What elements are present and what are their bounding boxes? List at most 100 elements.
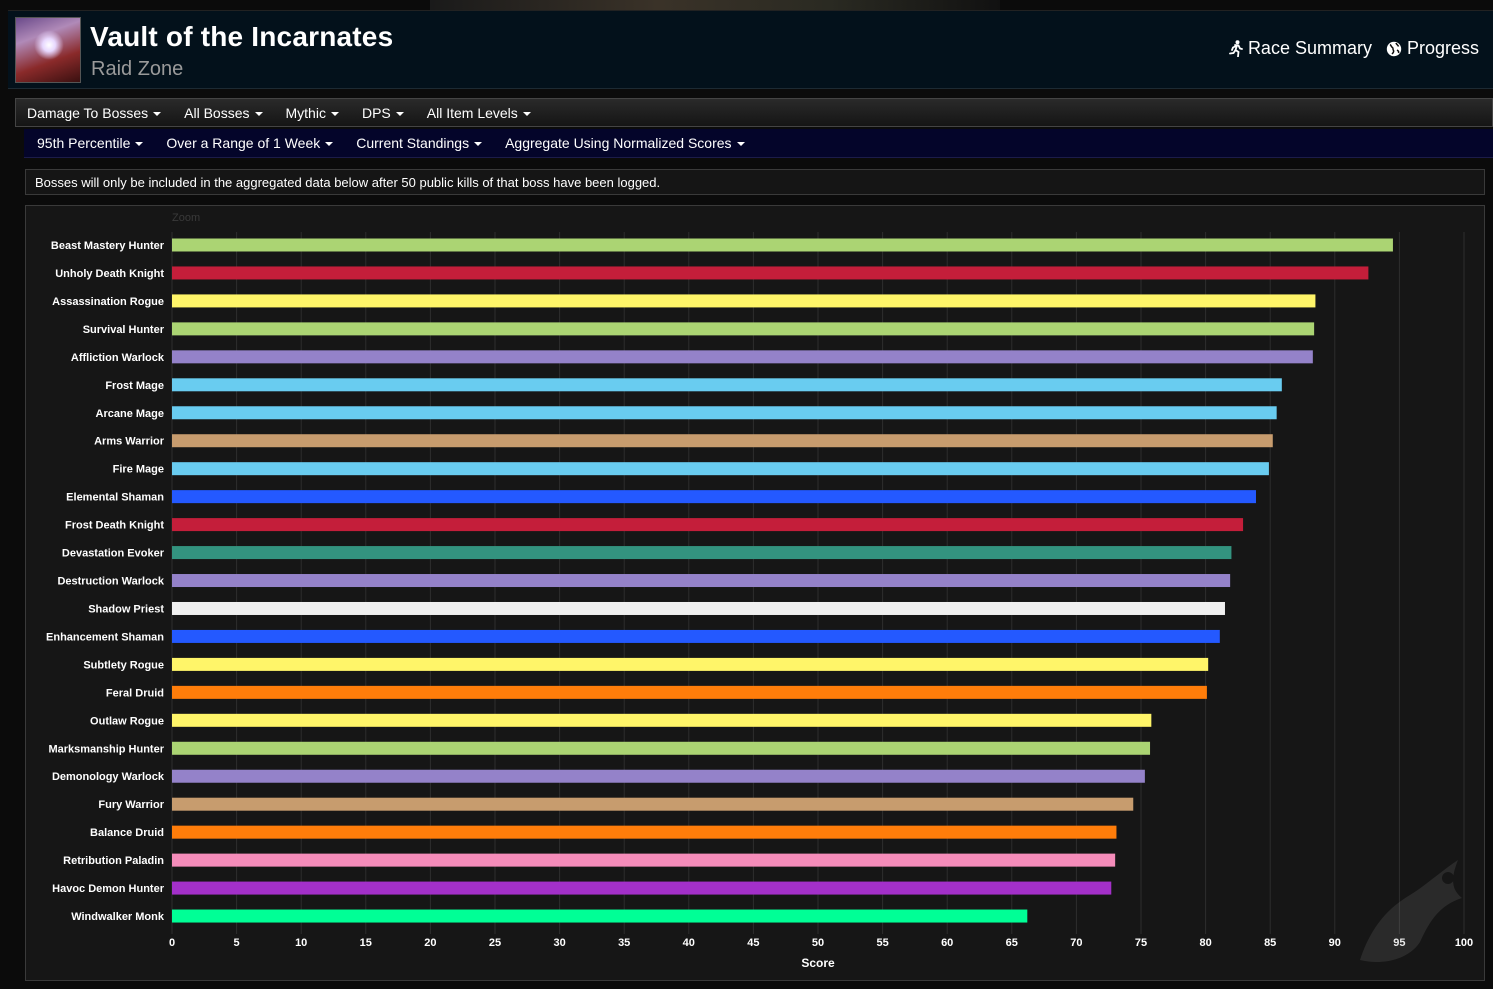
x-tick-label: 35 xyxy=(618,937,630,949)
difficulty-dropdown[interactable]: Mythic xyxy=(286,105,339,121)
x-tick-label: 65 xyxy=(1006,937,1018,949)
boss-dropdown[interactable]: All Bosses xyxy=(184,105,263,121)
caret-down-icon xyxy=(395,111,404,116)
category-label: Beast Mastery Hunter xyxy=(51,240,165,252)
category-label: Subtlety Rogue xyxy=(83,659,164,671)
bar xyxy=(172,238,1393,252)
bar xyxy=(172,685,1207,699)
bar xyxy=(172,657,1209,671)
x-axis-title: Score xyxy=(801,956,835,970)
x-tick-label: 45 xyxy=(747,937,759,949)
bar xyxy=(172,713,1152,727)
watermark-logo xyxy=(1360,860,1462,962)
category-label: Frost Death Knight xyxy=(65,520,164,532)
header-links: Race Summary Progress xyxy=(1229,38,1479,59)
x-tick-label: 90 xyxy=(1329,937,1341,949)
category-label: Survival Hunter xyxy=(83,324,165,336)
caret-down-icon xyxy=(254,111,263,116)
category-label: Havoc Demon Hunter xyxy=(52,883,165,895)
standings-dropdown[interactable]: Current Standings xyxy=(356,135,483,151)
x-tick-label: 25 xyxy=(489,937,501,949)
page-subtitle: Raid Zone xyxy=(91,58,184,80)
category-label: Demonology Warlock xyxy=(52,771,165,783)
bar xyxy=(172,853,1116,867)
category-label: Frost Mage xyxy=(105,380,164,392)
item-level-dropdown[interactable]: All Item Levels xyxy=(427,105,531,121)
x-tick-label: 50 xyxy=(812,937,824,949)
category-label: Destruction Warlock xyxy=(57,576,164,588)
zone-icon xyxy=(15,17,81,83)
dropdown-label: Mythic xyxy=(285,104,326,121)
bar xyxy=(172,490,1256,504)
category-label: Assassination Rogue xyxy=(52,296,164,308)
bar xyxy=(172,294,1316,308)
time-range-dropdown[interactable]: Over a Range of 1 Week xyxy=(166,135,334,151)
category-label: Arms Warrior xyxy=(94,436,165,448)
x-tick-label: 95 xyxy=(1393,937,1405,949)
x-tick-label: 10 xyxy=(295,937,307,949)
bar xyxy=(172,909,1028,923)
dropdown-label: Over a Range of 1 Week xyxy=(166,135,321,151)
dropdown-label: All Item Levels xyxy=(426,104,518,121)
bar xyxy=(172,881,1112,895)
bar xyxy=(172,518,1244,532)
progress-label: Progress xyxy=(1406,38,1479,58)
bar xyxy=(172,546,1232,560)
notice-banner: Bosses will only be included in the aggr… xyxy=(25,169,1485,195)
dropdown-label: 95th Percentile xyxy=(37,135,131,151)
caret-down-icon xyxy=(522,111,531,116)
bar xyxy=(172,741,1151,755)
globe-icon xyxy=(1386,41,1402,56)
zone-header: Vault of the Incarnates Raid Zone Race S… xyxy=(8,10,1493,89)
x-tick-label: 80 xyxy=(1199,937,1211,949)
running-person-icon xyxy=(1229,40,1243,57)
bar xyxy=(172,350,1313,364)
category-label: Enhancement Shaman xyxy=(46,631,164,643)
caret-down-icon xyxy=(325,142,334,146)
category-label: Affliction Warlock xyxy=(71,352,165,364)
race-summary-link[interactable]: Race Summary xyxy=(1229,38,1372,59)
x-tick-label: 70 xyxy=(1070,937,1082,949)
bar xyxy=(172,797,1134,811)
bar xyxy=(172,266,1369,280)
chart-container: Zoom 0 5 10 15 20 25 30 35 40 45 50 55 60 65 70 75 80 85 90… xyxy=(25,205,1485,981)
category-label: Fire Mage xyxy=(113,464,164,476)
x-tick-label: 20 xyxy=(424,937,436,949)
x-tick-label: 75 xyxy=(1135,937,1147,949)
x-tick-label: 60 xyxy=(941,937,953,949)
dropdown-label: Aggregate Using Normalized Scores xyxy=(505,135,732,151)
role-dropdown[interactable]: DPS xyxy=(362,105,404,121)
category-label: Shadow Priest xyxy=(88,603,164,615)
category-label: Arcane Mage xyxy=(96,408,164,420)
x-tick-label: 0 xyxy=(169,937,175,949)
caret-down-icon xyxy=(330,111,339,116)
bar xyxy=(172,462,1269,476)
filter-bar-secondary: 95th Percentile Over a Range of 1 Week C… xyxy=(24,129,1493,158)
caret-down-icon xyxy=(736,142,745,146)
x-tick-label: 5 xyxy=(234,937,240,949)
filter-bar-primary: Damage To Bosses All Bosses Mythic DPS A… xyxy=(15,98,1493,127)
metric-dropdown[interactable]: Damage To Bosses xyxy=(27,105,162,121)
race-summary-label: Race Summary xyxy=(1247,38,1372,58)
x-tick-label: 85 xyxy=(1264,937,1276,949)
category-label: Elemental Shaman xyxy=(66,492,164,504)
category-label: Unholy Death Knight xyxy=(55,268,164,280)
progress-link[interactable]: Progress xyxy=(1386,38,1479,59)
category-label: Marksmanship Hunter xyxy=(48,743,164,755)
bar xyxy=(172,601,1225,615)
caret-down-icon xyxy=(474,142,483,146)
category-label: Windwalker Monk xyxy=(71,911,165,923)
page-title: Vault of the Incarnates xyxy=(90,21,394,52)
x-tick-label: 55 xyxy=(876,937,888,949)
category-label: Fury Warrior xyxy=(98,799,164,811)
bar xyxy=(172,434,1273,448)
bar xyxy=(172,574,1231,588)
x-tick-label: 15 xyxy=(360,937,372,949)
bar xyxy=(172,406,1277,420)
aggregation-dropdown[interactable]: Aggregate Using Normalized Scores xyxy=(505,135,745,151)
zoom-label: Zoom xyxy=(172,212,200,224)
bar xyxy=(172,629,1220,643)
percentile-dropdown[interactable]: 95th Percentile xyxy=(37,135,144,151)
category-label: Feral Druid xyxy=(106,687,164,699)
category-label: Outlaw Rogue xyxy=(90,715,164,727)
